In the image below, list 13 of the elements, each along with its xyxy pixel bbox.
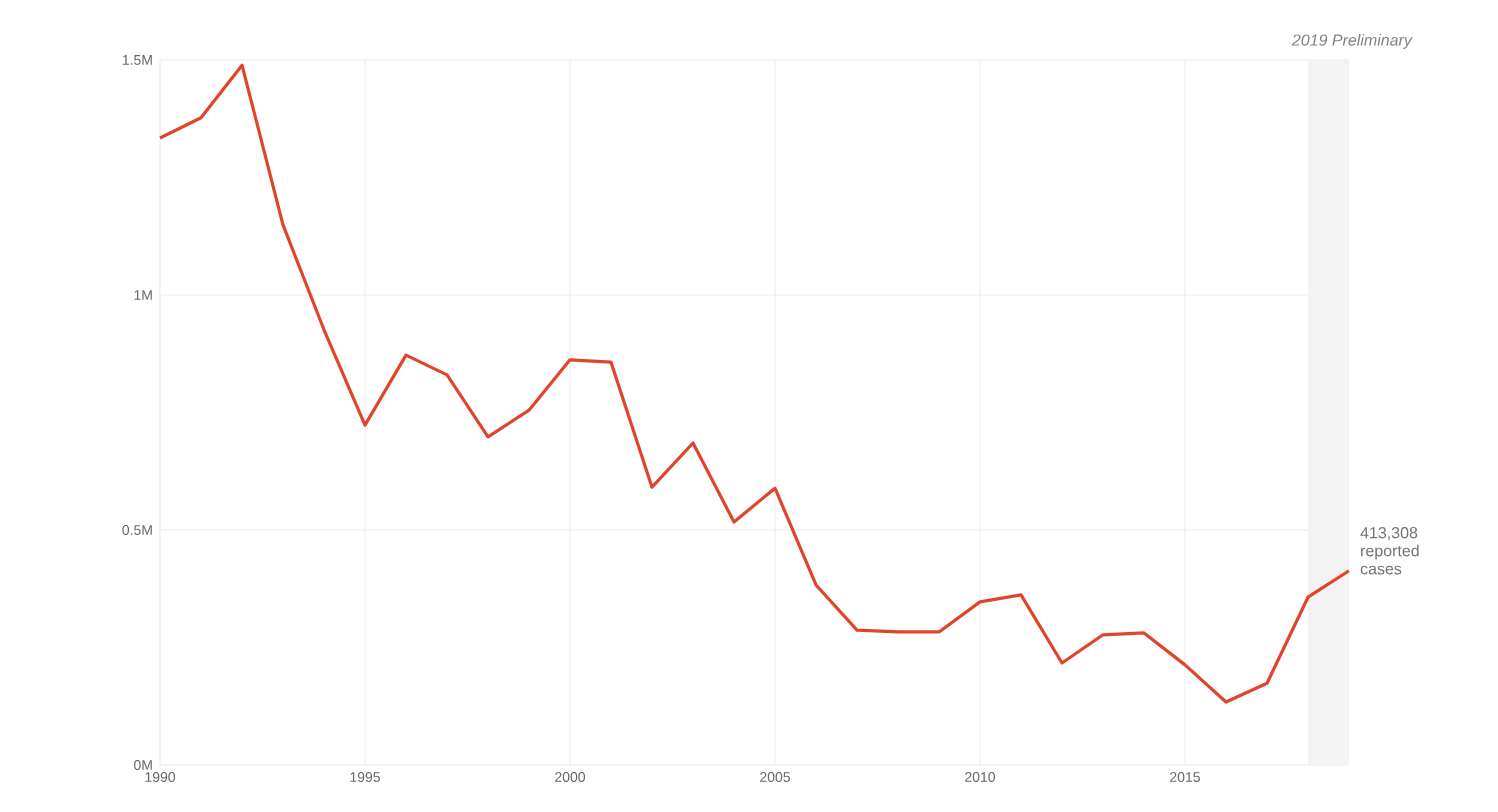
x-tick-label: 1995 xyxy=(350,772,380,782)
x-tick-label: 2005 xyxy=(760,772,790,782)
y-tick-label: 1M xyxy=(134,290,152,300)
x-tick-label: 2010 xyxy=(965,772,996,782)
x-tick-label: 2015 xyxy=(1170,772,1200,782)
band-label: 2019 Preliminary xyxy=(1291,33,1413,49)
y-tick-label: 0M xyxy=(134,760,152,770)
x-tick-label: 1990 xyxy=(145,772,176,782)
x-tick-label: 2000 xyxy=(555,772,586,782)
y-tick-label: 1.5M xyxy=(122,55,152,65)
annotation: 413,308 reported cases xyxy=(1360,527,1419,575)
line-series xyxy=(158,63,1351,704)
y-tick-label: 0.5M xyxy=(122,525,152,535)
